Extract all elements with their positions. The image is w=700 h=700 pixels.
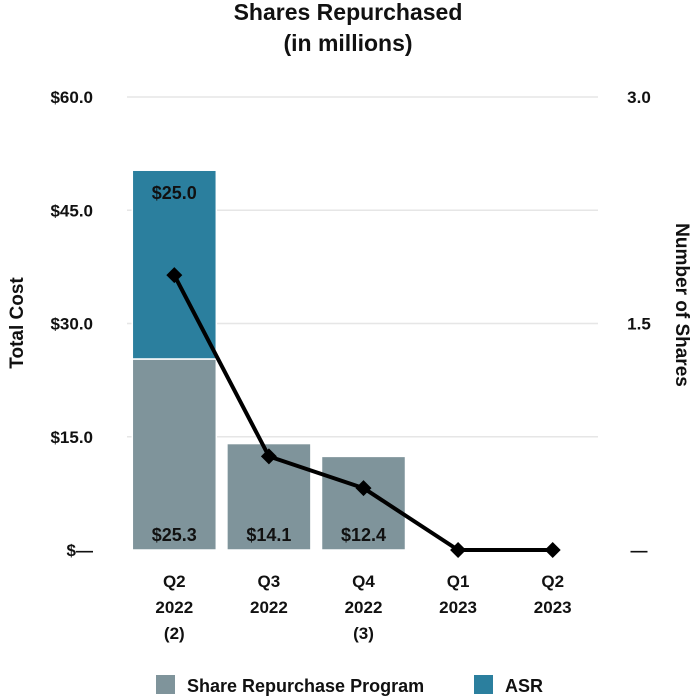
x-tick-label: (2) bbox=[164, 624, 185, 643]
bar-value-label: $12.4 bbox=[341, 525, 386, 545]
y-tick-label: $— bbox=[67, 541, 93, 560]
x-tick-label: 2022 bbox=[250, 598, 288, 617]
legend-label: Share Repurchase Program bbox=[187, 676, 424, 696]
shares-point-marker bbox=[260, 448, 277, 465]
bar-value-label: $14.1 bbox=[246, 525, 291, 545]
bar-value-label: $25.3 bbox=[152, 525, 197, 545]
y2-tick-label: 3.0 bbox=[627, 88, 651, 107]
x-tick-label: Q4 bbox=[352, 572, 375, 591]
x-tick-label: Q1 bbox=[447, 572, 470, 591]
legend: Share Repurchase Program ASR bbox=[156, 675, 543, 696]
legend-swatch bbox=[474, 675, 493, 694]
x-tick-label: 2022 bbox=[345, 598, 383, 617]
bar-share-repurchase-program bbox=[320, 455, 407, 551]
shares-point-marker bbox=[450, 542, 467, 558]
shares-point-marker bbox=[166, 267, 183, 284]
shares-point-marker bbox=[544, 542, 561, 558]
x-tick-label: 2023 bbox=[534, 598, 572, 617]
shares-point-marker bbox=[355, 480, 372, 497]
x-tick-label: 2023 bbox=[439, 598, 477, 617]
shares-line bbox=[166, 267, 561, 558]
y-axis-title: Total Cost bbox=[7, 277, 28, 369]
right-axis-ticks: — 1.5 3.0 bbox=[627, 88, 651, 560]
x-tick-label: Q2 bbox=[541, 572, 564, 591]
bar-labels: $25.3 $25.0 $14.1 $12.4 bbox=[152, 183, 386, 545]
bar-share-repurchase-program bbox=[131, 358, 218, 551]
y-tick-label: $60.0 bbox=[50, 88, 93, 107]
legend-label: ASR bbox=[505, 676, 543, 696]
bar-value-label: $25.0 bbox=[152, 183, 197, 203]
y-tick-label: $30.0 bbox=[50, 315, 93, 334]
y2-axis-title: Number of Shares bbox=[671, 223, 692, 387]
x-tick-label: 2022 bbox=[155, 598, 193, 617]
legend-swatch bbox=[156, 675, 175, 694]
x-tick-label: (3) bbox=[353, 624, 374, 643]
y-tick-label: $15.0 bbox=[50, 428, 93, 447]
y-tick-label: $45.0 bbox=[50, 201, 93, 220]
x-tick-label: Q3 bbox=[258, 572, 281, 591]
x-tick-label: Q2 bbox=[163, 572, 186, 591]
left-axis-ticks: $— $15.0 $30.0 $45.0 $60.0 bbox=[50, 88, 93, 560]
x-axis-ticks: Q2 2022 (2) Q3 2022 Q4 2022 (3) Q1 2023 Q2 2023 bbox=[155, 572, 571, 643]
y2-tick-label: — bbox=[631, 541, 648, 560]
y2-tick-label: 1.5 bbox=[627, 315, 651, 334]
chart-title-line-1: Shares Repurchased bbox=[234, 0, 463, 25]
chart-title-line-2: (in millions) bbox=[283, 30, 412, 56]
